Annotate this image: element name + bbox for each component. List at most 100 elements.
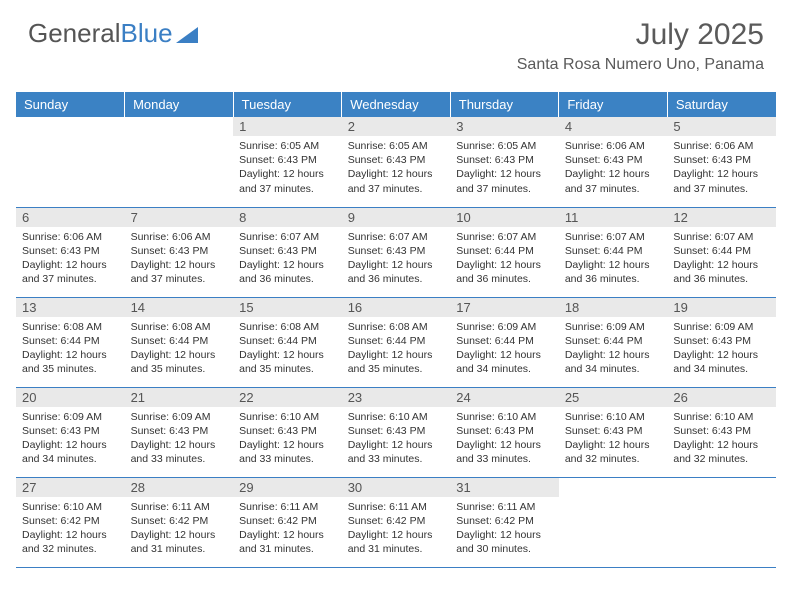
day-details: Sunrise: 6:07 AMSunset: 6:44 PMDaylight:… xyxy=(667,227,776,291)
day-header: Saturday xyxy=(667,92,776,117)
day-details: Sunrise: 6:07 AMSunset: 6:44 PMDaylight:… xyxy=(450,227,559,291)
daylight-text: Daylight: 12 hours and 37 minutes. xyxy=(348,167,445,195)
sunset-text: Sunset: 6:44 PM xyxy=(348,334,445,348)
day-details: Sunrise: 6:06 AMSunset: 6:43 PMDaylight:… xyxy=(667,136,776,200)
daylight-text: Daylight: 12 hours and 36 minutes. xyxy=(565,258,662,286)
sunrise-text: Sunrise: 6:11 AM xyxy=(348,500,445,514)
calendar-day-cell: 24Sunrise: 6:10 AMSunset: 6:43 PMDayligh… xyxy=(450,387,559,477)
day-number: 2 xyxy=(342,117,451,136)
day-details: Sunrise: 6:10 AMSunset: 6:43 PMDaylight:… xyxy=(342,407,451,471)
day-number: 10 xyxy=(450,208,559,227)
day-number: 25 xyxy=(559,388,668,407)
day-number: 20 xyxy=(16,388,125,407)
day-number: 1 xyxy=(233,117,342,136)
daylight-text: Daylight: 12 hours and 36 minutes. xyxy=(673,258,770,286)
sunrise-text: Sunrise: 6:09 AM xyxy=(456,320,553,334)
sunrise-text: Sunrise: 6:08 AM xyxy=(131,320,228,334)
sunset-text: Sunset: 6:43 PM xyxy=(456,424,553,438)
sunrise-text: Sunrise: 6:11 AM xyxy=(239,500,336,514)
day-number: 3 xyxy=(450,117,559,136)
day-details: Sunrise: 6:05 AMSunset: 6:43 PMDaylight:… xyxy=(450,136,559,200)
sunrise-text: Sunrise: 6:05 AM xyxy=(348,139,445,153)
calendar-day-cell: 1Sunrise: 6:05 AMSunset: 6:43 PMDaylight… xyxy=(233,117,342,207)
sunrise-text: Sunrise: 6:07 AM xyxy=(565,230,662,244)
sunrise-text: Sunrise: 6:06 AM xyxy=(131,230,228,244)
calendar-day-cell: 7Sunrise: 6:06 AMSunset: 6:43 PMDaylight… xyxy=(125,207,234,297)
day-details: Sunrise: 6:11 AMSunset: 6:42 PMDaylight:… xyxy=(233,497,342,561)
day-details: Sunrise: 6:07 AMSunset: 6:44 PMDaylight:… xyxy=(559,227,668,291)
daylight-text: Daylight: 12 hours and 37 minutes. xyxy=(565,167,662,195)
day-number: 31 xyxy=(450,478,559,497)
title-block: July 2025 Santa Rosa Numero Uno, Panama xyxy=(517,18,764,74)
calendar-day-cell: 14Sunrise: 6:08 AMSunset: 6:44 PMDayligh… xyxy=(125,297,234,387)
calendar-day-cell: 4Sunrise: 6:06 AMSunset: 6:43 PMDaylight… xyxy=(559,117,668,207)
daylight-text: Daylight: 12 hours and 33 minutes. xyxy=(456,438,553,466)
calendar-day-cell: 19Sunrise: 6:09 AMSunset: 6:43 PMDayligh… xyxy=(667,297,776,387)
day-details: Sunrise: 6:06 AMSunset: 6:43 PMDaylight:… xyxy=(16,227,125,291)
sunset-text: Sunset: 6:43 PM xyxy=(673,424,770,438)
daylight-text: Daylight: 12 hours and 33 minutes. xyxy=(239,438,336,466)
day-details: Sunrise: 6:08 AMSunset: 6:44 PMDaylight:… xyxy=(233,317,342,381)
sunset-text: Sunset: 6:44 PM xyxy=(22,334,119,348)
sunset-text: Sunset: 6:44 PM xyxy=(565,244,662,258)
month-title: July 2025 xyxy=(517,18,764,52)
day-number: 17 xyxy=(450,298,559,317)
sunrise-text: Sunrise: 6:09 AM xyxy=(131,410,228,424)
calendar-day-cell: 11Sunrise: 6:07 AMSunset: 6:44 PMDayligh… xyxy=(559,207,668,297)
day-details: Sunrise: 6:07 AMSunset: 6:43 PMDaylight:… xyxy=(342,227,451,291)
daylight-text: Daylight: 12 hours and 32 minutes. xyxy=(22,528,119,556)
day-number: 14 xyxy=(125,298,234,317)
daylight-text: Daylight: 12 hours and 34 minutes. xyxy=(456,348,553,376)
day-details: Sunrise: 6:06 AMSunset: 6:43 PMDaylight:… xyxy=(125,227,234,291)
sunrise-text: Sunrise: 6:07 AM xyxy=(673,230,770,244)
calendar-day-cell: 31Sunrise: 6:11 AMSunset: 6:42 PMDayligh… xyxy=(450,477,559,567)
daylight-text: Daylight: 12 hours and 34 minutes. xyxy=(565,348,662,376)
sunrise-text: Sunrise: 6:08 AM xyxy=(348,320,445,334)
daylight-text: Daylight: 12 hours and 30 minutes. xyxy=(456,528,553,556)
sunset-text: Sunset: 6:43 PM xyxy=(131,424,228,438)
calendar-day-cell xyxy=(667,477,776,567)
sunset-text: Sunset: 6:43 PM xyxy=(565,153,662,167)
sunset-text: Sunset: 6:43 PM xyxy=(348,244,445,258)
daylight-text: Daylight: 12 hours and 33 minutes. xyxy=(348,438,445,466)
day-number: 9 xyxy=(342,208,451,227)
daylight-text: Daylight: 12 hours and 37 minutes. xyxy=(131,258,228,286)
day-header: Monday xyxy=(125,92,234,117)
sunrise-text: Sunrise: 6:06 AM xyxy=(673,139,770,153)
sunset-text: Sunset: 6:44 PM xyxy=(239,334,336,348)
day-details: Sunrise: 6:09 AMSunset: 6:43 PMDaylight:… xyxy=(667,317,776,381)
header: GeneralBlue July 2025 Santa Rosa Numero … xyxy=(0,0,792,82)
daylight-text: Daylight: 12 hours and 36 minutes. xyxy=(348,258,445,286)
calendar-day-cell: 6Sunrise: 6:06 AMSunset: 6:43 PMDaylight… xyxy=(16,207,125,297)
sunset-text: Sunset: 6:43 PM xyxy=(22,424,119,438)
sunset-text: Sunset: 6:43 PM xyxy=(239,424,336,438)
calendar-day-cell: 9Sunrise: 6:07 AMSunset: 6:43 PMDaylight… xyxy=(342,207,451,297)
day-details: Sunrise: 6:10 AMSunset: 6:43 PMDaylight:… xyxy=(233,407,342,471)
sunset-text: Sunset: 6:43 PM xyxy=(565,424,662,438)
sunrise-text: Sunrise: 6:09 AM xyxy=(565,320,662,334)
day-number: 15 xyxy=(233,298,342,317)
day-number: 23 xyxy=(342,388,451,407)
day-details: Sunrise: 6:06 AMSunset: 6:43 PMDaylight:… xyxy=(559,136,668,200)
day-header-row: Sunday Monday Tuesday Wednesday Thursday… xyxy=(16,92,776,117)
sunset-text: Sunset: 6:43 PM xyxy=(348,153,445,167)
daylight-text: Daylight: 12 hours and 37 minutes. xyxy=(22,258,119,286)
sunset-text: Sunset: 6:44 PM xyxy=(565,334,662,348)
day-details: Sunrise: 6:08 AMSunset: 6:44 PMDaylight:… xyxy=(16,317,125,381)
sunset-text: Sunset: 6:43 PM xyxy=(22,244,119,258)
calendar-day-cell: 8Sunrise: 6:07 AMSunset: 6:43 PMDaylight… xyxy=(233,207,342,297)
sunset-text: Sunset: 6:43 PM xyxy=(456,153,553,167)
calendar-week-row: 20Sunrise: 6:09 AMSunset: 6:43 PMDayligh… xyxy=(16,387,776,477)
sunset-text: Sunset: 6:43 PM xyxy=(673,153,770,167)
sunset-text: Sunset: 6:43 PM xyxy=(239,244,336,258)
calendar-day-cell: 18Sunrise: 6:09 AMSunset: 6:44 PMDayligh… xyxy=(559,297,668,387)
sunset-text: Sunset: 6:43 PM xyxy=(131,244,228,258)
calendar-day-cell: 26Sunrise: 6:10 AMSunset: 6:43 PMDayligh… xyxy=(667,387,776,477)
day-details: Sunrise: 6:05 AMSunset: 6:43 PMDaylight:… xyxy=(342,136,451,200)
day-details: Sunrise: 6:11 AMSunset: 6:42 PMDaylight:… xyxy=(450,497,559,561)
calendar-day-cell: 21Sunrise: 6:09 AMSunset: 6:43 PMDayligh… xyxy=(125,387,234,477)
day-number: 29 xyxy=(233,478,342,497)
sunrise-text: Sunrise: 6:10 AM xyxy=(673,410,770,424)
calendar-day-cell: 17Sunrise: 6:09 AMSunset: 6:44 PMDayligh… xyxy=(450,297,559,387)
calendar-body: 1Sunrise: 6:05 AMSunset: 6:43 PMDaylight… xyxy=(16,117,776,567)
